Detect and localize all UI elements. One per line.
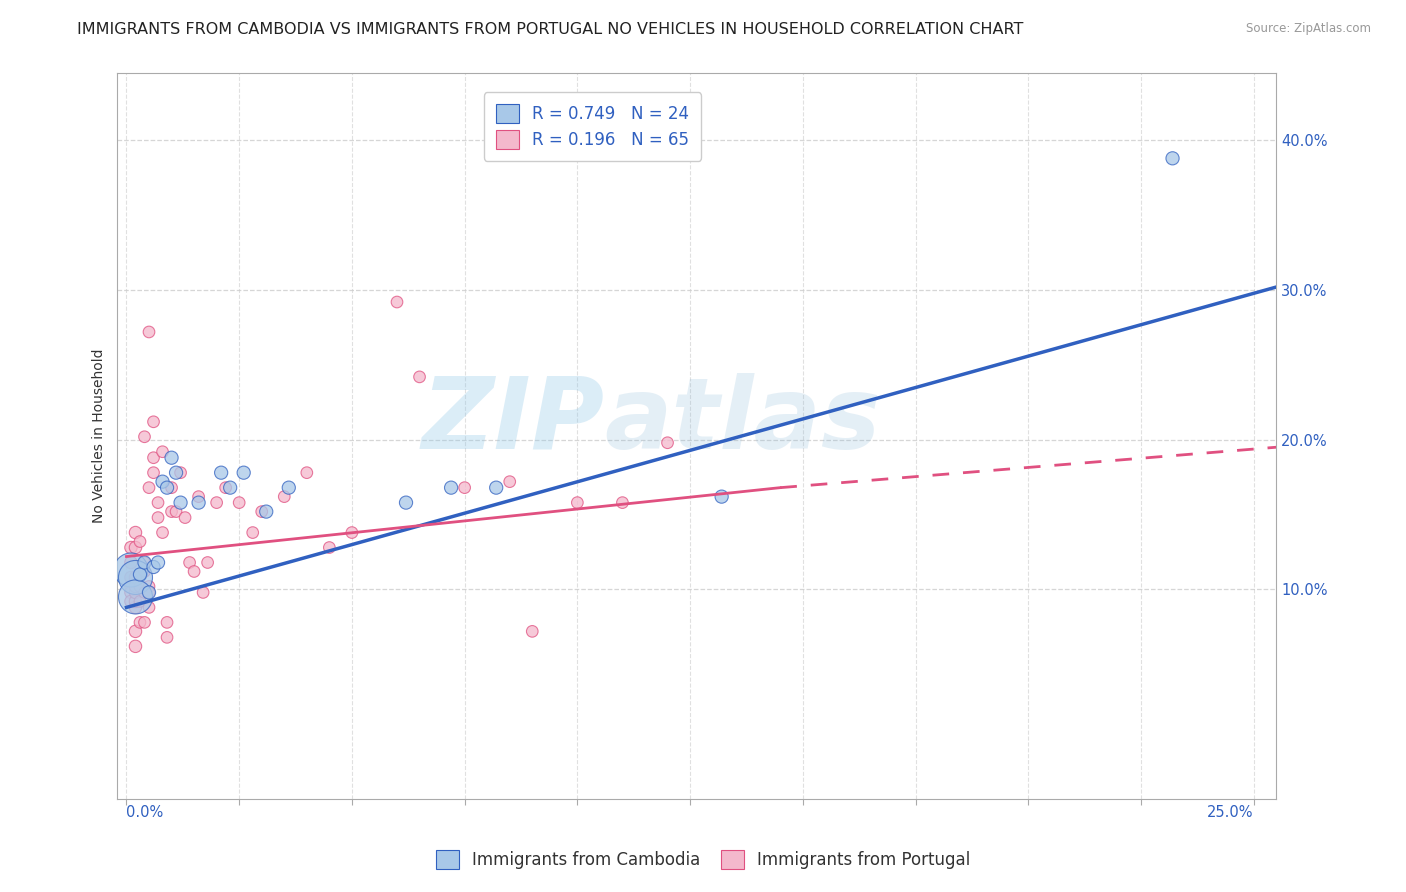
Point	[142, 466, 165, 480]
Point	[499, 475, 522, 489]
Point	[710, 490, 733, 504]
Point	[124, 585, 146, 599]
Point	[174, 510, 197, 524]
Point	[134, 556, 156, 570]
Point	[214, 481, 236, 495]
Point	[228, 495, 250, 509]
Point	[183, 565, 205, 579]
Point	[124, 541, 146, 555]
Point	[138, 585, 160, 599]
Point	[156, 631, 179, 645]
Point	[395, 495, 418, 509]
Point	[129, 594, 152, 608]
Point	[134, 585, 156, 599]
Point	[134, 556, 156, 570]
Point	[612, 495, 634, 509]
Point	[152, 475, 174, 489]
Point	[160, 505, 183, 519]
Point	[242, 525, 264, 540]
Point	[453, 481, 475, 495]
Point	[522, 624, 544, 639]
Point	[340, 525, 363, 540]
Point	[129, 534, 152, 549]
Point	[134, 430, 156, 444]
Point	[205, 495, 228, 509]
Point	[169, 495, 191, 509]
Point	[160, 481, 183, 495]
Point	[232, 466, 254, 480]
Point	[120, 585, 142, 599]
Point	[385, 295, 408, 310]
Point	[152, 525, 174, 540]
Point	[138, 325, 160, 339]
Point	[142, 450, 165, 465]
Legend: R = 0.749   N = 24, R = 0.196   N = 65: R = 0.749 N = 24, R = 0.196 N = 65	[484, 92, 702, 161]
Point	[134, 615, 156, 630]
Point	[124, 640, 146, 654]
Point	[160, 450, 183, 465]
Point	[179, 556, 201, 570]
Point	[187, 490, 209, 504]
Point	[138, 481, 160, 495]
Point	[120, 556, 142, 570]
Text: IMMIGRANTS FROM CAMBODIA VS IMMIGRANTS FROM PORTUGAL NO VEHICLES IN HOUSEHOLD CO: IMMIGRANTS FROM CAMBODIA VS IMMIGRANTS F…	[77, 22, 1024, 37]
Text: 25.0%: 25.0%	[1208, 805, 1254, 820]
Point	[485, 481, 508, 495]
Point	[138, 600, 160, 615]
Point	[146, 495, 169, 509]
Point	[124, 600, 146, 615]
Point	[273, 490, 295, 504]
Point	[124, 590, 146, 604]
Point	[120, 541, 142, 555]
Point	[120, 563, 142, 577]
Point	[408, 370, 430, 384]
Point	[146, 556, 169, 570]
Point	[124, 570, 146, 584]
Point	[219, 481, 242, 495]
Point	[138, 579, 160, 593]
Point	[318, 541, 340, 555]
Point	[129, 567, 152, 582]
Point	[124, 624, 146, 639]
Point	[142, 560, 165, 574]
Point	[440, 481, 463, 495]
Text: 0.0%: 0.0%	[127, 805, 163, 820]
Legend: Immigrants from Cambodia, Immigrants from Portugal: Immigrants from Cambodia, Immigrants fro…	[426, 840, 980, 880]
Point	[197, 556, 219, 570]
Text: atlas: atlas	[605, 373, 880, 470]
Point	[129, 615, 152, 630]
Point	[187, 495, 209, 509]
Text: ZIP: ZIP	[422, 373, 605, 470]
Point	[250, 505, 273, 519]
Point	[254, 505, 277, 519]
Point	[191, 585, 214, 599]
Point	[1161, 151, 1184, 165]
Point	[156, 481, 179, 495]
Point	[209, 466, 232, 480]
Point	[138, 585, 160, 599]
Point	[657, 435, 679, 450]
Point	[124, 594, 146, 608]
Point	[295, 466, 318, 480]
Point	[120, 594, 142, 608]
Point	[134, 565, 156, 579]
Point	[169, 466, 191, 480]
Point	[146, 510, 169, 524]
Point	[165, 505, 187, 519]
Text: Source: ZipAtlas.com: Source: ZipAtlas.com	[1246, 22, 1371, 36]
Point	[129, 579, 152, 593]
Point	[124, 525, 146, 540]
Point	[567, 495, 589, 509]
Point	[142, 415, 165, 429]
Y-axis label: No Vehicles in Household: No Vehicles in Household	[93, 349, 107, 524]
Point	[277, 481, 299, 495]
Point	[124, 570, 146, 584]
Point	[156, 615, 179, 630]
Point	[165, 466, 187, 480]
Point	[120, 570, 142, 584]
Point	[124, 579, 146, 593]
Point	[152, 444, 174, 458]
Point	[120, 579, 142, 593]
